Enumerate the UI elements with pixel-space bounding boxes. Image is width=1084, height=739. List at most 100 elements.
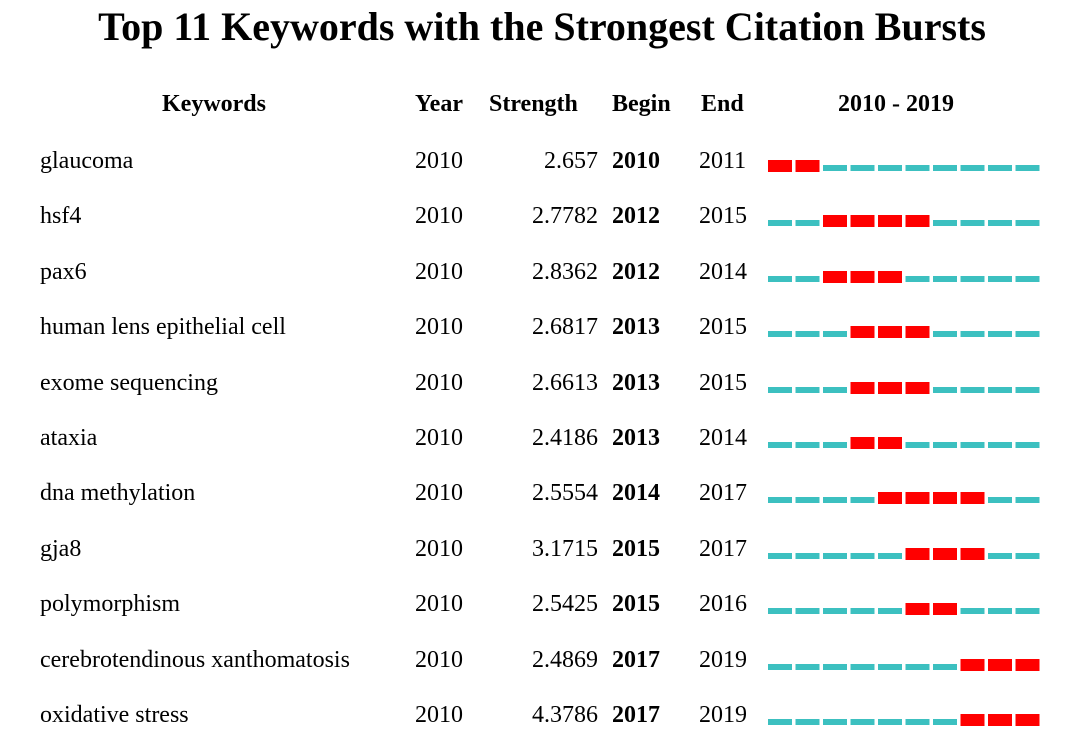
burst-segment [768,160,792,172]
column-header-begin: Begin [612,91,671,117]
year-cell: 2010 [415,425,463,451]
baseline-segment [905,275,930,282]
baseline-segment [988,608,1012,615]
baseline-segment [850,719,875,725]
burst-timeline [766,418,1046,458]
baseline-segment [988,386,1012,393]
keyword-cell: exome sequencing [40,369,218,396]
burst-segment [850,326,875,339]
baseline-segment [1015,220,1040,227]
baseline-segment [933,386,957,393]
burst-segment [1015,714,1040,726]
baseline-segment [768,663,792,670]
keyword-cell: pax6 [40,258,87,285]
year-cell: 2010 [415,314,463,341]
strength-cell: 2.6817 [532,314,598,341]
keyword-cell: oxidative stress [40,702,189,728]
burst-timeline [766,252,1046,292]
baseline-segment [768,719,792,725]
table-row: polymorphism 2010 2.5425 2015 2016 [0,584,1084,624]
burst-segment [960,547,985,560]
column-header-year: Year [415,91,463,117]
burst-timeline [766,196,1046,236]
year-cell: 2010 [415,203,463,230]
baseline-segment [823,663,847,670]
burst-segment [878,437,902,449]
strength-cell: 2.4869 [532,646,598,673]
end-cell: 2015 [699,314,747,341]
baseline-segment [933,663,957,670]
baseline-segment [823,331,847,338]
burst-segment [905,326,930,339]
burst-segment [795,160,820,172]
table-row: exome sequencing 2010 2.6613 2013 2015 [0,363,1084,403]
chart-title: Top 11 Keywords with the Strongest Citat… [98,4,986,49]
baseline-segment [768,331,792,338]
strength-cell: 2.6613 [532,369,598,396]
baseline-segment [960,608,985,615]
baseline-segment [905,165,930,171]
baseline-segment [823,497,847,504]
burst-segment [905,381,930,394]
burst-segment [905,603,930,616]
baseline-segment [905,719,930,725]
baseline-segment [933,275,957,282]
table-row: dna methylation 2010 2.5554 2014 2017 [0,473,1084,513]
burst-segment [960,714,985,726]
year-cell: 2010 [415,646,463,673]
end-cell: 2015 [699,369,747,396]
table-row: gja8 2010 3.1715 2015 2017 [0,529,1084,569]
baseline-segment [878,719,902,725]
column-header-end: End [701,91,744,117]
baseline-segment [795,663,820,670]
keyword-cell: polymorphism [40,591,181,618]
burst-timeline [766,307,1046,347]
keyword-cell: cerebrotendinous xanthomatosis [40,646,350,673]
year-cell: 2010 [415,258,463,285]
table-row: pax6 2010 2.8362 2012 2014 [0,252,1084,292]
baseline-segment [850,552,875,559]
baseline-segment [1015,165,1040,171]
baseline-segment [768,275,792,282]
baseline-segment [1015,442,1040,448]
burst-segment [905,547,930,560]
end-cell: 2019 [699,702,747,728]
year-cell: 2010 [415,369,463,396]
column-header-range: 2010 - 2019 [838,91,954,117]
baseline-segment [933,442,957,448]
burst-segment [878,215,902,228]
burst-segment [878,270,902,283]
burst-timeline [766,363,1046,403]
burst-segment [988,658,1012,671]
strength-cell: 3.1715 [532,535,598,562]
begin-cell: 2014 [612,480,660,507]
burst-timeline-svg [768,326,1040,339]
begin-cell: 2010 [612,148,660,174]
baseline-segment [823,386,847,393]
baseline-segment [988,331,1012,338]
baseline-segment [795,608,820,615]
begin-cell: 2012 [612,203,660,230]
year-cell: 2010 [415,702,463,728]
baseline-segment [850,497,875,504]
baseline-segment [795,331,820,338]
strength-cell: 2.657 [544,148,598,174]
burst-segment [1015,658,1040,671]
burst-timeline-svg [768,547,1040,560]
baseline-segment [768,386,792,393]
burst-timeline-svg [768,492,1040,505]
baseline-segment [960,331,985,338]
baseline-segment [823,552,847,559]
baseline-segment [768,220,792,227]
baseline-segment [795,386,820,393]
baseline-segment [1015,386,1040,393]
baseline-segment [988,165,1012,171]
baseline-segment [1015,331,1040,338]
baseline-segment [823,442,847,448]
baseline-segment [933,719,957,725]
baseline-segment [1015,552,1040,559]
baseline-segment [878,663,902,670]
end-cell: 2017 [699,535,747,562]
end-cell: 2015 [699,203,747,230]
strength-cell: 2.8362 [532,258,598,285]
